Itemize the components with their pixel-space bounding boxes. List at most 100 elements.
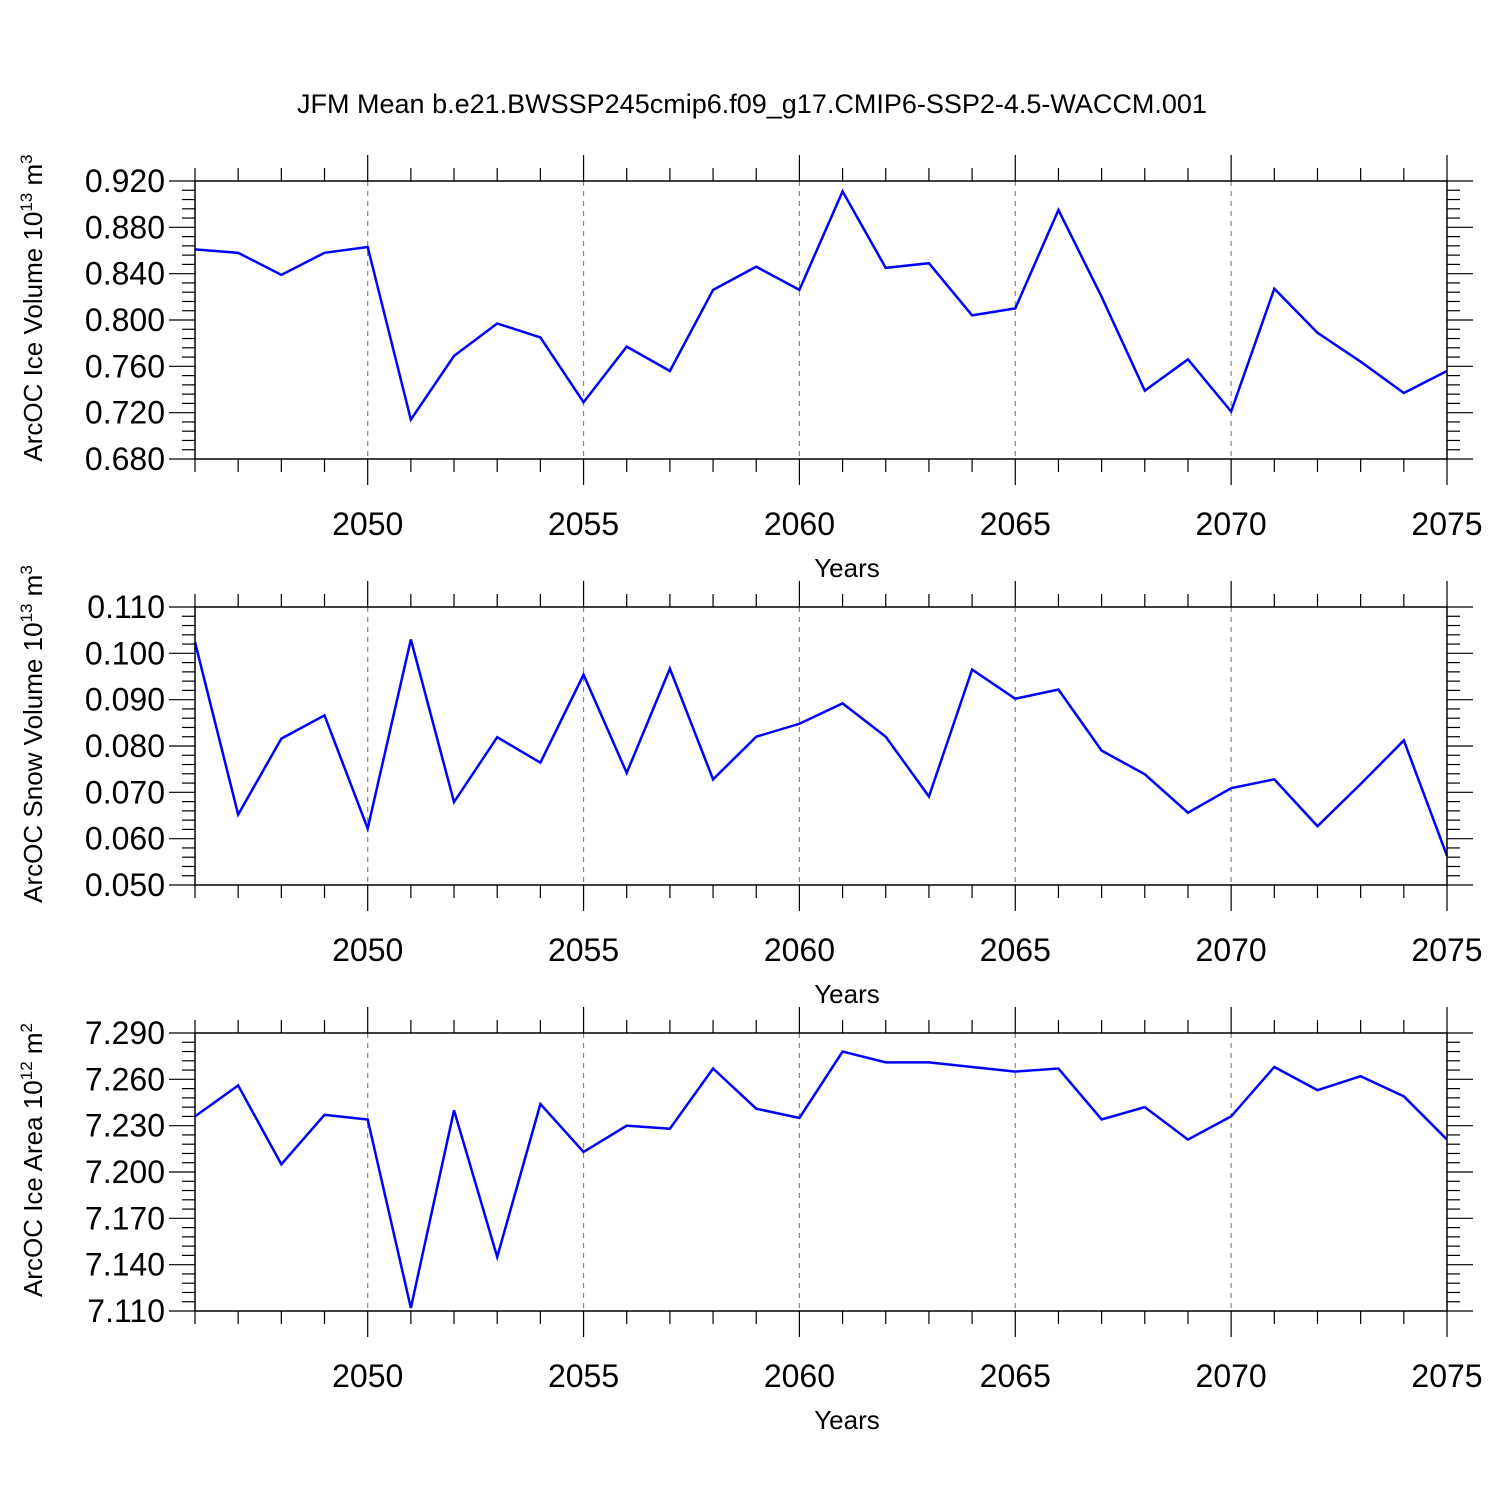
- y-tick-label: 7.140: [85, 1247, 165, 1283]
- data-point-2054: [538, 1102, 542, 1106]
- data-point-2052: [452, 800, 456, 804]
- data-point-2063: [927, 795, 931, 799]
- data-point-2058: [711, 288, 715, 292]
- y-tick-label: 0.070: [85, 774, 165, 810]
- data-point-2067: [1100, 749, 1104, 753]
- y-axis-label-space: [18, 1054, 48, 1061]
- data-series-line: [193, 639, 1449, 857]
- y-axis-label-part: m: [18, 1032, 48, 1054]
- y-axis-label-superscript: 12: [17, 1061, 36, 1080]
- y-axis-label-part: 10: [18, 212, 48, 241]
- data-point-2055: [582, 400, 586, 404]
- data-point-2063: [927, 261, 931, 265]
- y-axis-label: ArcOC Ice Volume 1013 m3: [17, 154, 48, 461]
- data-point-2069: [1186, 1138, 1190, 1142]
- data-point-2074: [1402, 391, 1406, 395]
- y-axis-label: ArcOC Ice Area 1012 m2: [17, 1023, 48, 1297]
- y-axis-label-part: ArcOC Snow Volume: [18, 651, 48, 902]
- data-point-2056: [625, 771, 629, 775]
- data-point-2061: [841, 701, 845, 705]
- data-point-2071: [1272, 287, 1276, 291]
- y-axis-label-superscript: 2: [17, 1023, 36, 1032]
- data-point-2056: [625, 1124, 629, 1128]
- data-point-2047: [236, 813, 240, 817]
- data-point-2073: [1359, 1074, 1363, 1078]
- data-point-2067: [1100, 295, 1104, 299]
- data-point-2062: [884, 266, 888, 270]
- data-point-2048: [279, 273, 283, 277]
- x-axis-label: Years: [814, 1405, 880, 1435]
- data-point-2068: [1143, 772, 1147, 776]
- figure-title: JFM Mean b.e21.BWSSP245cmip6.f09_g17.CMI…: [297, 89, 1207, 119]
- data-point-2053: [495, 735, 499, 739]
- x-tick-label: 2075: [1411, 1358, 1482, 1394]
- data-point-2059: [754, 1107, 758, 1111]
- data-point-2060: [797, 722, 801, 726]
- data-point-2049: [323, 1113, 327, 1117]
- y-tick-label: 7.110: [87, 1293, 165, 1329]
- data-point-2072: [1315, 1088, 1319, 1092]
- data-point-2062: [884, 735, 888, 739]
- data-point-2052: [452, 354, 456, 358]
- data-point-2058: [711, 1067, 715, 1071]
- y-tick-label: 7.260: [85, 1061, 165, 1097]
- data-point-2071: [1272, 1065, 1276, 1069]
- data-point-2057: [668, 369, 672, 373]
- y-tick-label: 0.880: [85, 209, 165, 245]
- y-tick-label: 0.110: [87, 589, 165, 625]
- data-point-2065: [1013, 1070, 1017, 1074]
- data-point-2054: [538, 335, 542, 339]
- x-tick-label: 2070: [1196, 506, 1267, 542]
- y-axis-label-superscript: 13: [17, 193, 36, 212]
- data-point-2066: [1056, 687, 1060, 691]
- data-point-2067: [1100, 1117, 1104, 1121]
- data-point-2064: [970, 313, 974, 317]
- y-tick-label: 0.050: [85, 867, 165, 903]
- data-point-2048: [279, 1162, 283, 1166]
- data-point-2061: [841, 189, 845, 193]
- y-axis-label: ArcOC Snow Volume 1013 m3: [17, 565, 48, 903]
- y-tick-label: 7.230: [85, 1108, 165, 1144]
- data-point-2051: [409, 1306, 413, 1310]
- data-point-2057: [668, 667, 672, 671]
- data-point-2072: [1315, 331, 1319, 335]
- data-point-2058: [711, 777, 715, 781]
- data-point-2072: [1315, 824, 1319, 828]
- data-point-2052: [452, 1108, 456, 1112]
- y-axis-label-part: 10: [18, 622, 48, 651]
- y-tick-label: 0.720: [85, 395, 165, 431]
- data-point-2055: [582, 673, 586, 677]
- data-point-2073: [1359, 782, 1363, 786]
- data-point-2066: [1056, 208, 1060, 212]
- data-point-2050: [366, 826, 370, 830]
- y-tick-label: 7.170: [85, 1200, 165, 1236]
- data-point-2050: [366, 1117, 370, 1121]
- data-point-2074: [1402, 1094, 1406, 1098]
- y-axis-label-superscript: 13: [17, 604, 36, 623]
- y-tick-label: 0.060: [85, 821, 165, 857]
- x-tick-label: 2050: [332, 932, 403, 968]
- x-axis-label: Years: [814, 553, 880, 583]
- chart-panel-snow-volume: 2050 2055 2060 2065 2070 2075 0.050 0.060 0.070 0…: [17, 565, 1483, 1009]
- y-axis-label-superscript: 3: [17, 565, 36, 574]
- x-tick-label: 2055: [548, 1358, 619, 1394]
- x-tick-label: 2050: [332, 1358, 403, 1394]
- data-point-2055: [582, 1150, 586, 1154]
- x-tick-label: 2060: [764, 506, 835, 542]
- y-tick-label: 0.840: [85, 256, 165, 292]
- data-point-2068: [1143, 389, 1147, 393]
- data-point-2074: [1402, 738, 1406, 742]
- data-point-2068: [1143, 1105, 1147, 1109]
- y-axis-label-part: m: [18, 575, 48, 597]
- data-series-line: [194, 1050, 1448, 1309]
- y-tick-label: 0.800: [85, 302, 165, 338]
- data-point-2064: [970, 668, 974, 672]
- data-series-line: [194, 188, 1448, 423]
- x-tick-label: 2070: [1196, 1358, 1267, 1394]
- data-point-2061: [841, 1050, 845, 1054]
- data-point-2069: [1186, 357, 1190, 361]
- x-tick-label: 2075: [1411, 932, 1482, 968]
- data-point-2059: [754, 265, 758, 269]
- data-point-2071: [1272, 777, 1276, 781]
- y-tick-label: 7.200: [85, 1154, 165, 1190]
